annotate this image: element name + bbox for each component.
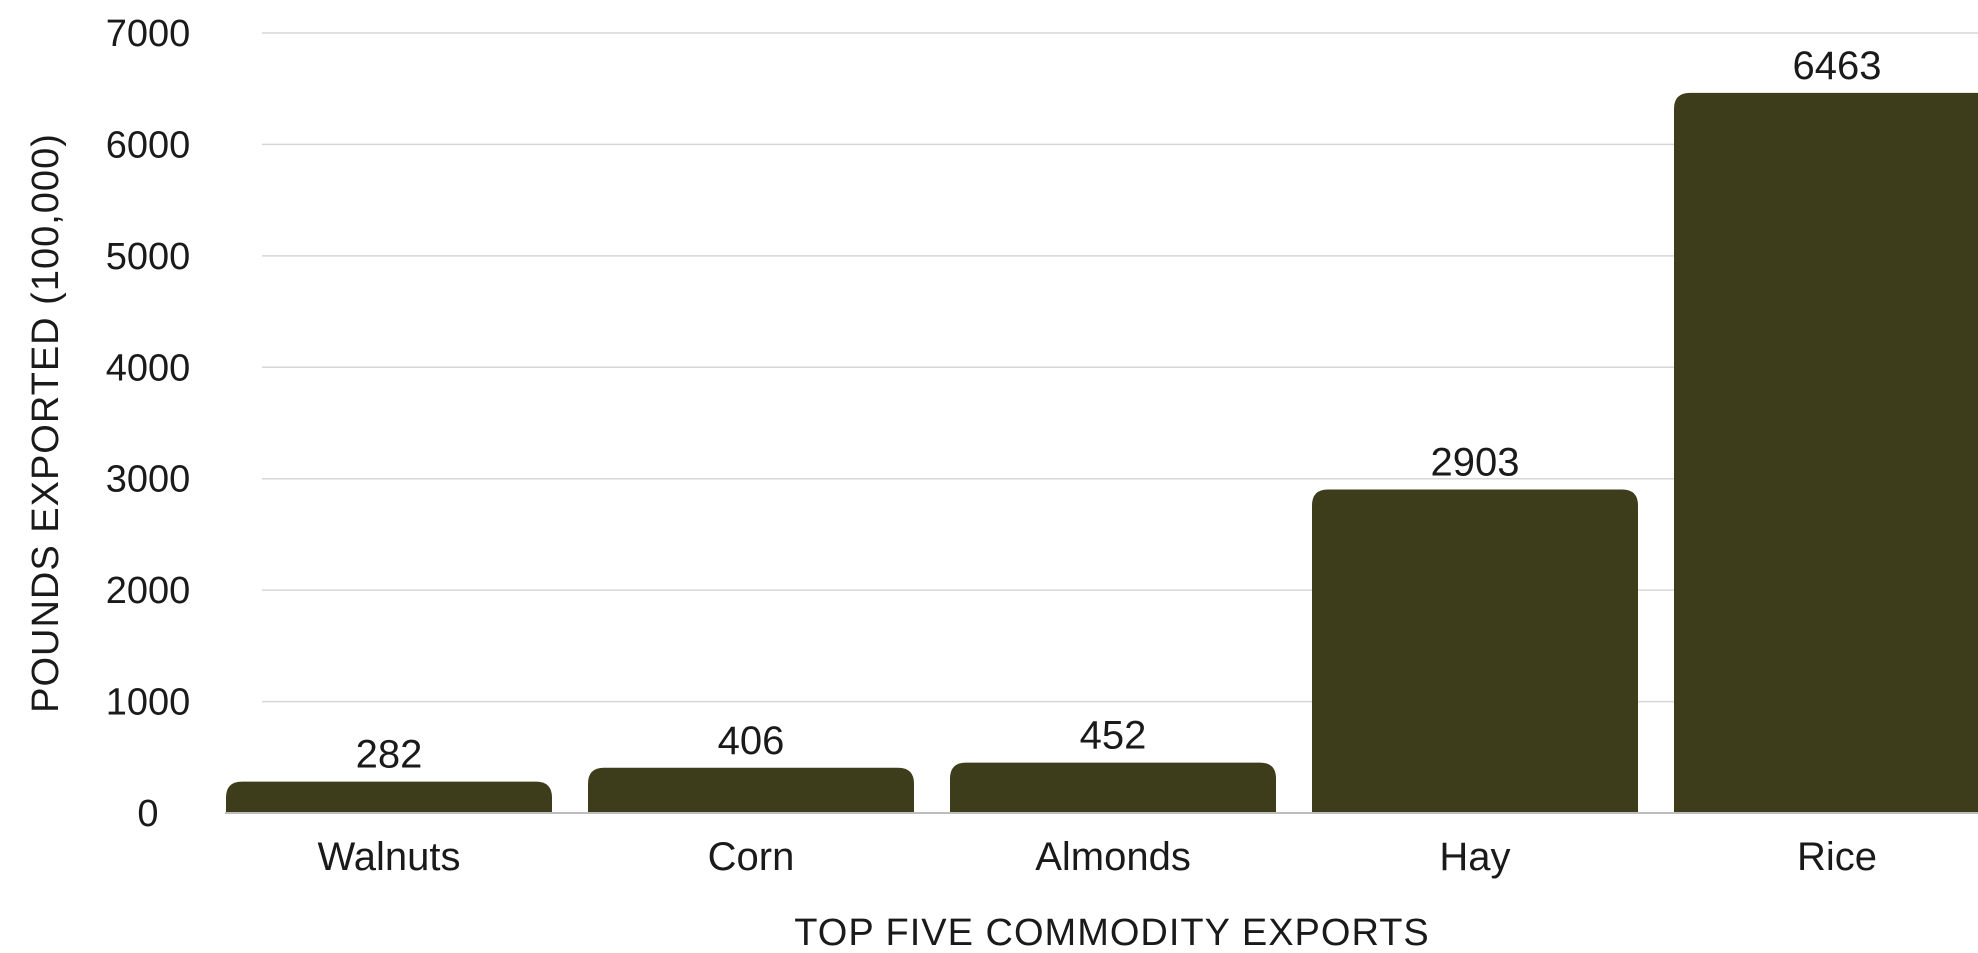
y-tick-label: 0 bbox=[137, 793, 158, 835]
value-label: 2903 bbox=[1431, 441, 1520, 485]
bar-rice bbox=[1674, 92, 1978, 813]
y-tick-label: 4000 bbox=[106, 347, 191, 389]
bar-walnuts bbox=[226, 781, 552, 813]
value-labels: 282 406 452 2903 6463 bbox=[356, 44, 1882, 777]
y-axis-ticks: 0 1000 2000 3000 4000 5000 6000 7000 bbox=[106, 13, 191, 835]
bars bbox=[226, 92, 1978, 813]
y-axis-title: POUNDS EXPORTED (100,000) bbox=[25, 133, 67, 713]
y-tick-label: 3000 bbox=[106, 459, 191, 501]
gridlines bbox=[262, 32, 1978, 703]
y-tick-label: 6000 bbox=[106, 124, 191, 166]
x-axis-title: TOP FIVE COMMODITY EXPORTS bbox=[794, 912, 1430, 953]
value-label: 6463 bbox=[1793, 44, 1882, 88]
category-label: Hay bbox=[1439, 835, 1510, 879]
x-axis-ticks: Walnuts Corn Almonds Hay Rice bbox=[317, 835, 1877, 879]
value-label: 452 bbox=[1080, 714, 1147, 758]
value-label: 282 bbox=[356, 733, 423, 777]
bar-corn bbox=[588, 767, 914, 813]
y-tick-label: 7000 bbox=[106, 13, 191, 55]
category-label: Walnuts bbox=[317, 835, 460, 879]
value-label: 406 bbox=[718, 719, 785, 763]
category-label: Rice bbox=[1797, 835, 1877, 879]
category-label: Almonds bbox=[1035, 835, 1191, 879]
bar-almonds bbox=[950, 762, 1276, 813]
y-tick-label: 1000 bbox=[106, 682, 191, 724]
category-label: Corn bbox=[708, 835, 795, 879]
bar-hay bbox=[1312, 489, 1638, 813]
y-tick-label: 5000 bbox=[106, 236, 191, 278]
y-tick-label: 2000 bbox=[106, 570, 191, 612]
